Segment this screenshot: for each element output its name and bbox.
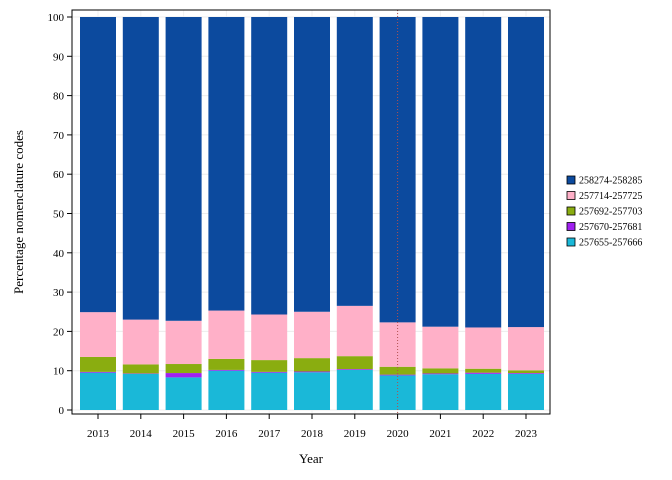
y-tick-label: 0 — [59, 405, 65, 417]
bar-segment — [208, 310, 245, 359]
bar-segment — [422, 374, 459, 410]
bar-segment — [80, 17, 116, 313]
bar-segment — [465, 368, 502, 373]
bar-segment — [508, 327, 544, 371]
bar-segment — [508, 370, 544, 374]
legend-swatch — [566, 237, 576, 247]
bar-segment — [165, 17, 202, 321]
legend-item: 257655-257666 — [566, 237, 642, 249]
bar-segment — [251, 360, 288, 372]
x-tick-label: 2023 — [515, 428, 538, 440]
bar-segment — [379, 375, 416, 410]
bar-segment — [165, 364, 202, 374]
bar-segment — [251, 17, 288, 315]
bar-segment — [251, 314, 288, 361]
bar-segment — [165, 377, 202, 410]
bar-segment — [336, 17, 373, 306]
bar-segment — [422, 368, 459, 374]
bar-segment — [122, 17, 159, 320]
bar-segment — [294, 371, 330, 373]
bar-segment — [165, 320, 202, 365]
bar-segment — [165, 373, 202, 378]
bar-segment — [508, 373, 544, 410]
bar-segment — [465, 373, 502, 410]
legend-swatch — [566, 175, 576, 185]
bar-segment — [208, 370, 245, 410]
bar-segment — [422, 326, 459, 369]
x-tick-label: 2021 — [429, 428, 451, 440]
x-axis-title: Year — [299, 451, 324, 466]
bar-segment — [80, 356, 116, 372]
legend-item: 257692-257703 — [566, 206, 642, 218]
bar-segment — [336, 369, 373, 410]
bar-segment — [80, 372, 116, 410]
bar-segment — [336, 356, 373, 370]
bar-segment — [336, 369, 373, 370]
y-tick-label: 80 — [53, 91, 65, 103]
y-tick-label: 70 — [53, 130, 65, 142]
y-tick-label: 60 — [53, 169, 65, 181]
x-tick-label: 2022 — [472, 428, 494, 440]
bar-segment — [379, 322, 416, 367]
legend-label: 257670-257681 — [579, 222, 642, 233]
bar-segment — [379, 374, 416, 376]
legend-label: 257655-257666 — [579, 238, 642, 249]
bar-segment — [465, 327, 502, 369]
bar-segment — [80, 371, 116, 373]
axes: 0 10 20 30 40 50 60 70 80 90 100 2013 2014 2015 2016 20… — [48, 9, 551, 440]
y-tick-label: 30 — [53, 287, 65, 299]
bar-segment — [422, 17, 459, 327]
bar-segment — [508, 373, 544, 374]
y-tick-label: 40 — [53, 248, 65, 260]
bar-segment — [208, 369, 245, 371]
legend-item: 257714-257725 — [566, 191, 642, 202]
bar-segment — [122, 364, 159, 374]
legend-swatch — [566, 191, 576, 200]
bar-segment — [422, 373, 459, 375]
bar-segment — [294, 372, 330, 410]
legend-label: 257714-257725 — [579, 191, 642, 202]
x-tick-label: 2020 — [387, 428, 410, 440]
legend-label: 257692-257703 — [579, 207, 642, 218]
bar-segment — [336, 305, 373, 357]
bar-segment — [465, 17, 502, 328]
bar-segment — [251, 371, 288, 373]
x-tick-label: 2017 — [258, 428, 281, 440]
x-tick-label: 2014 — [130, 428, 153, 440]
bar-segment — [80, 312, 116, 357]
legend: 258274-258285 257714-257725 257692-257703 2… — [566, 175, 642, 249]
y-tick-label: 90 — [53, 51, 65, 63]
bar-segment — [208, 17, 245, 311]
bar-segment — [208, 358, 245, 370]
legend-swatch — [566, 206, 576, 216]
legend-label: 258274-258285 — [579, 176, 642, 187]
y-axis-title: Percentage nomenclature codes — [11, 130, 26, 294]
bar-segment — [251, 372, 288, 410]
x-tick-label: 2018 — [301, 428, 324, 440]
bar-segment — [465, 372, 502, 374]
y-tick-label: 100 — [48, 12, 65, 24]
bars — [80, 17, 544, 410]
y-tick-label: 50 — [53, 209, 65, 221]
x-tick-label: 2015 — [173, 428, 196, 440]
bar-segment — [508, 17, 544, 328]
legend-item: 258274-258285 — [566, 175, 642, 187]
x-tick-label: 2013 — [87, 428, 110, 440]
bar-segment — [122, 373, 159, 410]
x-tick-label: 2016 — [215, 428, 238, 440]
legend-swatch — [566, 222, 576, 231]
bar-segment — [294, 358, 330, 372]
x-tick-label: 2019 — [344, 428, 367, 440]
bar-segment — [294, 311, 330, 359]
y-tick-label: 10 — [53, 366, 65, 378]
bar-segment — [294, 17, 330, 312]
plot-frame — [71, 9, 551, 415]
bar-segment — [122, 319, 159, 365]
y-tick-label: 20 — [53, 326, 65, 338]
legend-item: 257670-257681 — [566, 222, 642, 233]
